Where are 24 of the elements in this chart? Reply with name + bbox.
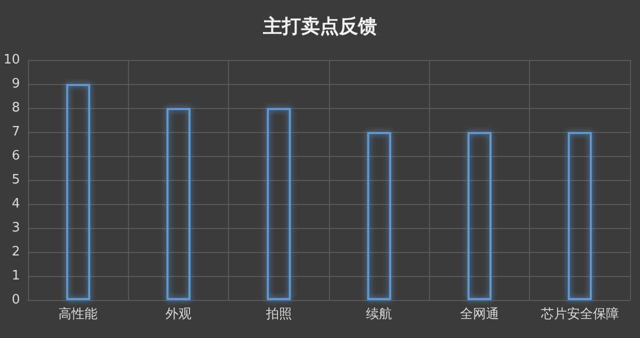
y-tick-label: 0 [12, 292, 20, 308]
bar [266, 108, 291, 300]
x-tick-label: 续航 [366, 307, 392, 322]
bar [468, 132, 492, 300]
y-tick-label: 4 [12, 196, 20, 212]
x-tick-label: 全网通 [460, 307, 499, 322]
y-tick-label: 10 [3, 52, 20, 68]
bar [367, 132, 392, 300]
bar [166, 108, 190, 300]
chart-title: 主打卖点反馈 [262, 16, 377, 38]
y-tick-label: 9 [12, 76, 20, 92]
x-tick-label: 外观 [166, 307, 192, 322]
y-tick-label: 5 [12, 172, 20, 188]
y-tick-label: 3 [12, 220, 20, 236]
x-tick-label: 芯片安全保障 [540, 306, 619, 322]
y-tick-label: 8 [12, 100, 20, 116]
y-tick-label: 7 [12, 124, 20, 140]
y-tick-label: 2 [12, 244, 20, 260]
x-tick-label: 拍照 [264, 307, 292, 322]
x-tick-label: 高性能 [58, 306, 98, 322]
y-tick-label: 6 [12, 148, 20, 164]
y-tick-label: 1 [12, 268, 20, 284]
bar [66, 84, 90, 300]
bar [568, 132, 592, 300]
